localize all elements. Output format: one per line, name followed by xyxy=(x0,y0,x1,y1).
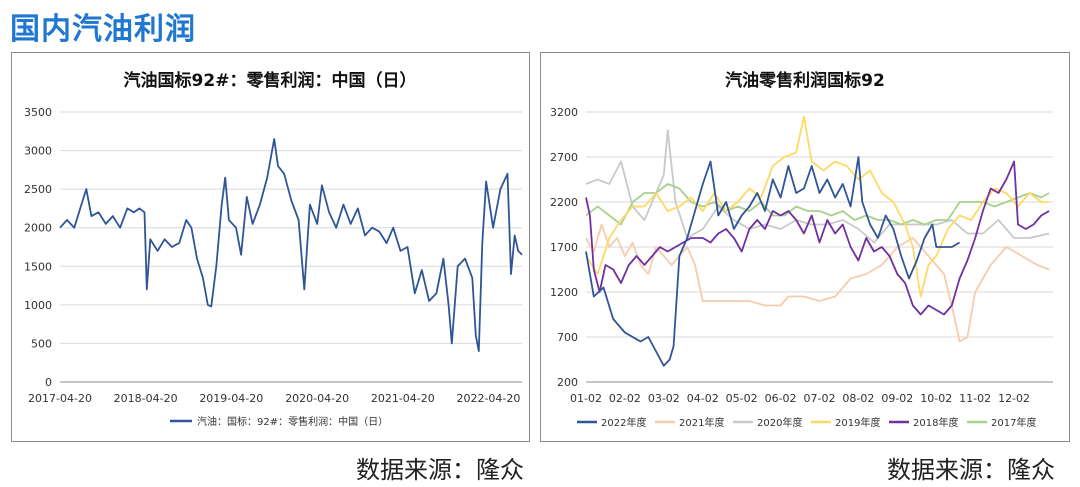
legend-label: 2018年度 xyxy=(913,416,958,429)
y-tick-label: 0 xyxy=(45,376,52,389)
y-tick-label: 200 xyxy=(557,376,578,389)
series-line xyxy=(585,129,1050,244)
page-title: 国内汽油利润 xyxy=(10,12,196,47)
y-tick-label: 3000 xyxy=(24,145,52,158)
series-line xyxy=(585,115,1050,298)
legend-label: 2021年度 xyxy=(679,416,724,429)
x-tick-label: 2019-04-20 xyxy=(199,392,263,405)
chart-title: 汽油零售利润国标92 xyxy=(725,70,885,91)
chart-right-svg: 汽油零售利润国标92 200 700 1200 1700 2200 2700 3200 01-0… xyxy=(550,70,1053,429)
x-tick-label: 2022-04-20 xyxy=(456,392,520,405)
legend-label: 2020年度 xyxy=(757,416,802,429)
x-tick-label: 2020-04-20 xyxy=(285,392,349,405)
y-tick-label: 2000 xyxy=(24,222,52,235)
legend-label: 2019年度 xyxy=(835,416,880,429)
y-tick-label: 3200 xyxy=(550,106,578,119)
x-tick-label: 02-02 xyxy=(609,392,641,405)
x-tick-label: 10-02 xyxy=(920,392,952,405)
x-tick-label: 12-02 xyxy=(998,392,1030,405)
source-note-right: 数据来源：隆众 xyxy=(887,456,1055,484)
chart-left-svg: 汽油国标92#：零售利润：中国（日） 0 500 1000 1500 2000 2500 30… xyxy=(24,70,523,428)
x-tick-label: 07-02 xyxy=(804,392,836,405)
x-tick-label: 04-02 xyxy=(687,392,719,405)
y-tick-label: 3500 xyxy=(24,106,52,119)
legend-label: 2022年度 xyxy=(601,416,646,429)
x-tick-label: 09-02 xyxy=(881,392,913,405)
source-note-left: 数据来源：隆众 xyxy=(356,456,524,484)
y-tick-label: 2700 xyxy=(550,151,578,164)
y-tick-label: 2200 xyxy=(550,196,578,209)
series-line xyxy=(585,156,961,367)
y-tick-label: 700 xyxy=(557,331,578,344)
legend-label: 2017年度 xyxy=(991,416,1036,429)
chart-title: 汽油国标92#：零售利润：中国（日） xyxy=(124,70,417,91)
chart-panel-left: 汽油国标92#：零售利润：中国（日） 0 500 1000 1500 2000 2500 30… xyxy=(11,52,530,442)
x-tick-label: 01-02 xyxy=(570,392,602,405)
legend-label: 汽油：国标：92#：零售利润：中国（日） xyxy=(197,415,388,428)
y-tick-label: 1000 xyxy=(24,299,52,312)
series-line xyxy=(585,183,1050,226)
y-tick-label: 1200 xyxy=(550,286,578,299)
x-tick-label: 11-02 xyxy=(959,392,991,405)
series-line xyxy=(585,223,1050,343)
x-tick-label: 2021-04-20 xyxy=(371,392,435,405)
x-tick-label: 05-02 xyxy=(726,392,758,405)
x-tick-label: 2018-04-20 xyxy=(114,392,178,405)
series-line xyxy=(59,138,523,353)
x-tick-label: 06-02 xyxy=(765,392,797,405)
y-tick-label: 1700 xyxy=(550,241,578,254)
y-tick-label: 500 xyxy=(31,337,52,350)
y-tick-label: 1500 xyxy=(24,260,52,273)
series-line xyxy=(585,160,1050,316)
x-tick-label: 08-02 xyxy=(842,392,874,405)
chart-panel-right: 汽油零售利润国标92 200 700 1200 1700 2200 2700 3200 01-0… xyxy=(540,52,1070,442)
x-tick-label: 03-02 xyxy=(648,392,680,405)
x-tick-label: 2017-04-20 xyxy=(28,392,92,405)
y-tick-label: 2500 xyxy=(24,183,52,196)
